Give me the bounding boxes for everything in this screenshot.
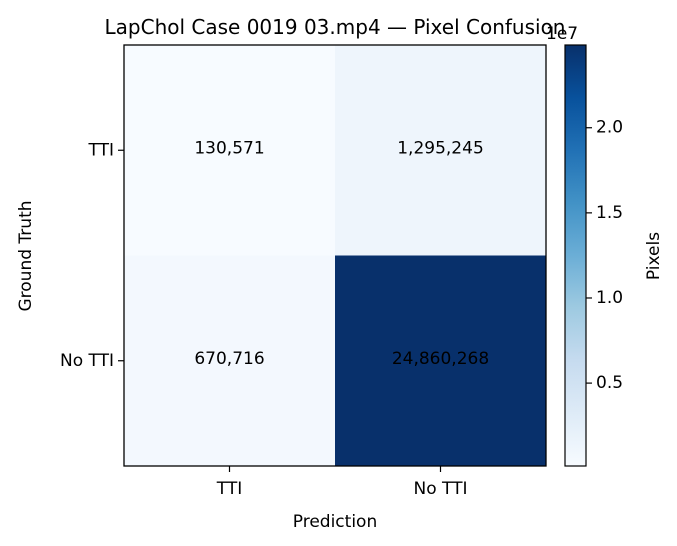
heatmap-cell xyxy=(124,255,335,466)
colorbar-tick-label: 1.5 xyxy=(596,203,623,223)
y-axis-label: Ground Truth xyxy=(16,200,36,311)
cell-value-label: 670,716 xyxy=(194,349,264,369)
y-tick-label: TTI xyxy=(88,140,114,160)
colorbar-ticks: 0.5 1.0 1.5 2.0 xyxy=(586,118,623,393)
heatmap-cell xyxy=(335,255,546,466)
x-axis-label: Prediction xyxy=(293,512,377,532)
colorbar-frame xyxy=(564,44,587,467)
y-axis-ticks: TTI No TTI xyxy=(60,140,124,371)
colorbar-label: Pixels xyxy=(644,232,664,280)
cell-value-label: 24,860,268 xyxy=(392,349,489,369)
colorbar-tick-label: 1.0 xyxy=(596,288,623,308)
cell-value-label: 130,571 xyxy=(194,138,264,158)
colorbar-tick-label: 2.0 xyxy=(596,118,623,138)
heatmap-cell xyxy=(335,45,546,256)
plot-frame xyxy=(123,44,547,467)
colorbar-offset-text: 1e7 xyxy=(546,24,578,44)
colorbar-tick-label: 0.5 xyxy=(596,373,623,393)
x-tick-label: No TTI xyxy=(413,479,467,499)
y-tick-label: No TTI xyxy=(60,351,114,371)
heatmap-cell xyxy=(124,45,335,256)
x-tick-label: TTI xyxy=(216,479,242,499)
x-axis-ticks: TTI No TTI xyxy=(216,466,468,499)
heatmap-cell-labels: 130,571 1,295,245 670,716 24,860,268 xyxy=(194,138,489,369)
colorbar xyxy=(565,45,586,466)
cell-value-label: 1,295,245 xyxy=(397,138,484,158)
chart-title: LapChol Case 0019 03.mp4 — Pixel Confusi… xyxy=(105,15,566,39)
heatmap-cells xyxy=(124,45,546,466)
